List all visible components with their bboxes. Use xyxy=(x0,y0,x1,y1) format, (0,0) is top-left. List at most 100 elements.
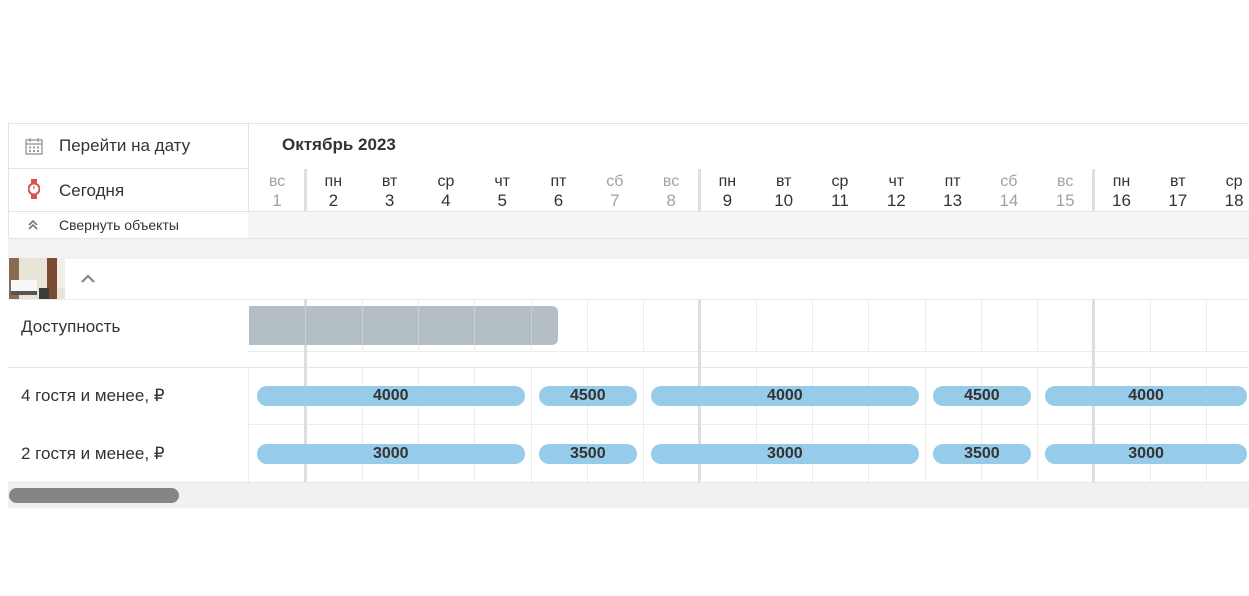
rate-price-pill[interactable]: 4500 xyxy=(932,386,1032,406)
today-button[interactable]: Сегодня xyxy=(9,169,247,211)
month-title: Октябрь 2023 xyxy=(282,135,396,154)
goto-date-label: Перейти на дату xyxy=(59,136,191,155)
grid-line xyxy=(643,367,644,482)
day-of-week: пт xyxy=(550,173,567,190)
grid-line xyxy=(1037,367,1038,482)
day-header[interactable]: пн 2 xyxy=(305,172,361,210)
rate-price-pill[interactable]: 3500 xyxy=(538,444,638,464)
day-separator xyxy=(1092,169,1095,211)
rate-price-pill[interactable]: 4000 xyxy=(257,386,525,406)
grid-line xyxy=(474,367,475,482)
grid-line xyxy=(587,367,588,482)
day-of-week: ср xyxy=(831,173,849,190)
day-header[interactable]: сб 14 xyxy=(981,172,1037,210)
day-of-week: чт xyxy=(494,173,511,190)
day-number: 5 xyxy=(497,191,507,210)
sidebar-divider xyxy=(248,123,249,212)
collapse-objects-label: Свернуть объекты xyxy=(59,217,179,233)
day-number: 7 xyxy=(610,191,620,210)
day-header[interactable]: ср 4 xyxy=(418,172,474,210)
grid-line xyxy=(925,299,926,351)
day-header[interactable]: вс 8 xyxy=(643,172,699,210)
day-number: 15 xyxy=(1055,191,1075,210)
grid-line xyxy=(418,367,419,482)
grid-line xyxy=(981,299,982,351)
grid-line xyxy=(868,367,869,482)
day-header[interactable]: пн 9 xyxy=(699,172,755,210)
collapse-objects-button[interactable]: Свернуть объекты xyxy=(9,212,247,238)
day-of-week: пн xyxy=(718,173,737,190)
horizontal-scrollbar-thumb[interactable] xyxy=(9,488,179,503)
availability-label: Доступность xyxy=(21,317,121,336)
horizontal-scrollbar-track[interactable] xyxy=(8,483,1249,508)
day-number: 13 xyxy=(943,191,963,210)
day-header[interactable]: чт 5 xyxy=(474,172,530,210)
room-photo-icon xyxy=(9,258,65,299)
day-header[interactable]: вт 10 xyxy=(756,172,812,210)
grid-line xyxy=(1206,299,1207,351)
day-number: 11 xyxy=(831,191,849,210)
goto-date-button[interactable]: Перейти на дату xyxy=(9,124,247,167)
day-of-week: вт xyxy=(381,173,398,190)
day-header[interactable]: вт 17 xyxy=(1150,172,1206,210)
divider xyxy=(248,424,1249,425)
grid-line xyxy=(1150,367,1151,482)
day-separator xyxy=(304,169,307,211)
day-of-week: вс xyxy=(268,173,286,190)
day-header[interactable]: ср 18 xyxy=(1206,172,1249,210)
blocked-cell-divider xyxy=(305,306,306,345)
day-header[interactable]: пт 13 xyxy=(925,172,981,210)
blocked-cell-divider xyxy=(362,306,363,345)
rate-price-pill[interactable]: 3000 xyxy=(651,444,919,464)
divider xyxy=(8,168,248,169)
rate-price-pill[interactable]: 3500 xyxy=(932,444,1032,464)
day-of-week: вс xyxy=(662,173,680,190)
day-header[interactable]: сб 7 xyxy=(587,172,643,210)
sidebar-divider xyxy=(248,367,249,482)
rate-price-pill[interactable]: 4500 xyxy=(538,386,638,406)
divider xyxy=(248,351,1249,352)
blocked-cell-divider xyxy=(474,306,475,345)
day-header[interactable]: пт 6 xyxy=(531,172,587,210)
today-label: Сегодня xyxy=(59,181,125,200)
day-of-week: ср xyxy=(1225,173,1243,190)
day-number: 10 xyxy=(774,191,794,210)
grid-line xyxy=(812,299,813,351)
day-header[interactable]: пн 16 xyxy=(1094,172,1150,210)
chevron-up-icon[interactable] xyxy=(81,274,95,284)
day-header[interactable]: вс 15 xyxy=(1037,172,1093,210)
object-photo[interactable] xyxy=(9,258,65,299)
day-of-week: сб xyxy=(1000,173,1018,190)
day-number: 9 xyxy=(722,191,733,210)
day-number: 12 xyxy=(886,191,906,210)
rate-price-pill[interactable]: 3000 xyxy=(1045,444,1247,464)
divider xyxy=(8,299,1249,300)
grid-line xyxy=(587,299,588,351)
day-header[interactable]: вс 1 xyxy=(249,172,305,210)
day-separator xyxy=(698,169,701,211)
day-header[interactable]: ср 11 xyxy=(812,172,868,210)
header-bottom-strip xyxy=(8,238,1249,259)
grid-line xyxy=(868,299,869,351)
divider xyxy=(8,211,1249,212)
availability-blocked-bar[interactable] xyxy=(249,306,558,345)
grid-line xyxy=(812,367,813,482)
day-of-week: вт xyxy=(1170,173,1186,190)
day-number: 2 xyxy=(328,191,339,210)
collapse-strip xyxy=(248,212,1249,238)
grid-line xyxy=(643,299,644,351)
day-header[interactable]: чт 12 xyxy=(868,172,924,210)
rate-price-pill[interactable]: 4000 xyxy=(651,386,919,406)
day-of-week: пн xyxy=(324,173,343,190)
watch-icon xyxy=(28,179,40,199)
rate-price-pill[interactable]: 3000 xyxy=(257,444,525,464)
rate-price-pill[interactable]: 4000 xyxy=(1045,386,1247,406)
divider xyxy=(8,482,1249,483)
double-chevron-up-icon xyxy=(28,220,38,230)
grid-line xyxy=(1206,367,1207,482)
day-number: 16 xyxy=(1112,191,1131,210)
day-number: 18 xyxy=(1224,191,1244,210)
grid-line xyxy=(756,299,757,351)
day-header[interactable]: вт 3 xyxy=(362,172,418,210)
day-number: 1 xyxy=(272,191,282,210)
